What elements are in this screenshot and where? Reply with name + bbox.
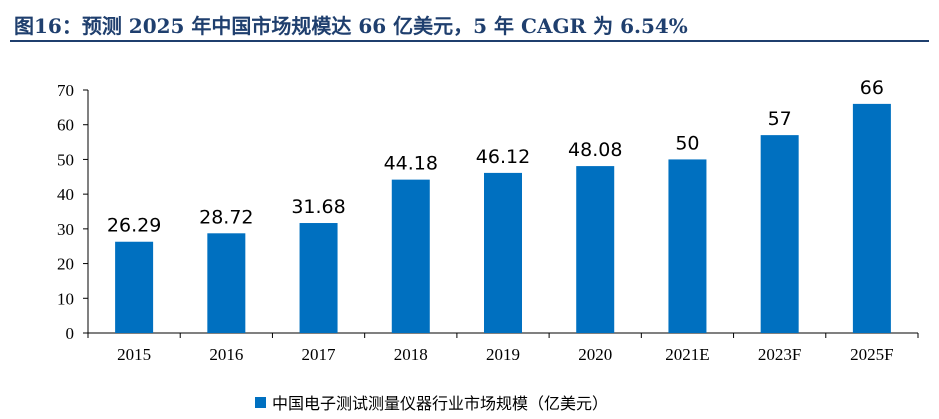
y-tick-label: 50 — [57, 150, 74, 169]
data-label: 50 — [675, 132, 699, 154]
bar — [207, 233, 246, 333]
y-tick-label: 30 — [57, 220, 74, 239]
bars: 26.29 28.72 31.68 44.18 46.12 48.08 50 57 66 — [107, 77, 891, 333]
chart-title: 图16：预测 2025 年中国市场规模达 66 亿美元，5 年 CAGR 为 6… — [14, 14, 688, 38]
data-label: 44.18 — [384, 153, 438, 175]
bar — [115, 241, 154, 333]
y-tick-label: 60 — [57, 116, 74, 135]
data-label: 28.72 — [199, 206, 253, 228]
x-tick-label: 2016 — [209, 345, 243, 364]
data-label: 31.68 — [291, 196, 345, 218]
legend-swatch — [255, 397, 266, 408]
y-tick-label: 70 — [57, 81, 74, 100]
x-tick-label: 2019 — [486, 345, 520, 364]
bar — [299, 223, 338, 333]
x-tick-label: 2025F — [850, 345, 893, 364]
bar — [668, 159, 707, 333]
x-tick-label: 2023F — [758, 345, 801, 364]
legend: 中国电子测试测量仪器行业市场规模（亿美元） — [255, 394, 608, 413]
x-tick-label: 2021E — [665, 345, 709, 364]
bar — [576, 166, 615, 333]
y-axis: 0 10 20 30 40 50 60 70 — [57, 81, 89, 343]
data-label: 26.29 — [107, 215, 161, 237]
x-tick-label: 2020 — [578, 345, 612, 364]
x-tick-label: 2015 — [117, 345, 151, 364]
y-tick-label: 10 — [57, 289, 74, 308]
legend-label: 中国电子测试测量仪器行业市场规模（亿美元） — [272, 394, 608, 413]
x-tick-label: 2018 — [394, 345, 428, 364]
y-tick-label: 20 — [57, 255, 74, 274]
title-bar: 图16：预测 2025 年中国市场规模达 66 亿美元，5 年 CAGR 为 6… — [10, 6, 929, 42]
bar — [391, 179, 430, 333]
x-axis: 2015 2016 2017 2018 2019 2020 2021E 2023F 2025F — [87, 332, 919, 364]
data-label: 66 — [860, 77, 884, 99]
bar — [760, 135, 799, 333]
y-tick-label: 0 — [66, 324, 75, 343]
data-label: 48.08 — [568, 139, 622, 161]
data-label: 57 — [768, 108, 792, 130]
bar — [484, 172, 522, 333]
bar — [852, 103, 891, 333]
y-tick-label: 40 — [57, 185, 74, 204]
x-tick-label: 2017 — [302, 345, 337, 364]
data-label: 46.12 — [476, 146, 530, 168]
